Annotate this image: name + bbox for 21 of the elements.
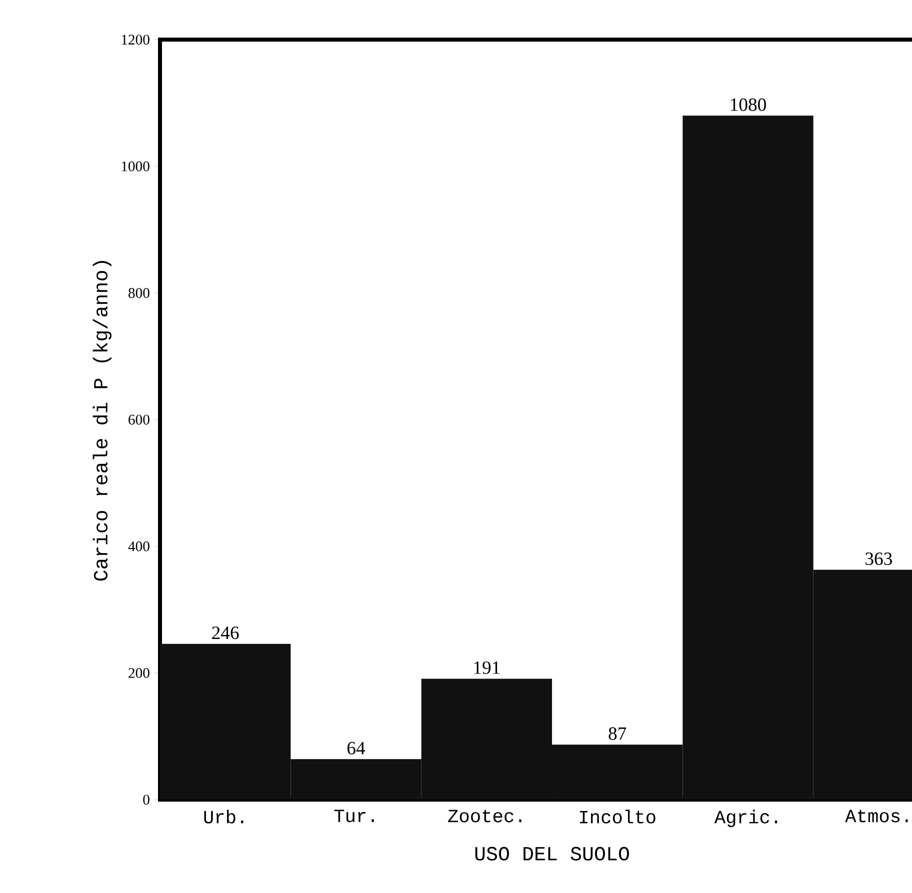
x-tick-label: Zootec. — [448, 810, 522, 822]
data-label: 363 — [866, 552, 892, 566]
data-label: 246 — [212, 626, 239, 640]
y-tick-label: 400 — [128, 541, 150, 552]
x-tick-label: Tur. — [334, 810, 374, 822]
y-tick-label: 1200 — [122, 34, 150, 45]
x-axis-title: USO DEL SUOLO — [475, 846, 629, 860]
data-label: 64 — [347, 742, 366, 754]
x-tick-label: Incolto — [580, 810, 656, 824]
data-label: 1080 — [730, 98, 766, 111]
x-tick-label: Agric. — [714, 810, 778, 828]
y-axis-title: Carico reale di P (kg/anno) — [92, 261, 112, 581]
y-tick-label: 200 — [128, 668, 150, 678]
y-tick-label: 600 — [128, 414, 150, 425]
x-tick-label: Urb. — [204, 810, 244, 824]
y-tick-label: 1000 — [122, 161, 150, 172]
x-tick-label: Atmos. — [845, 810, 908, 822]
y-tick-label: 0 — [143, 794, 150, 805]
data-label: 87 — [608, 727, 626, 740]
data-label: 191 — [474, 661, 500, 674]
y-tick-label: 800 — [128, 288, 150, 298]
